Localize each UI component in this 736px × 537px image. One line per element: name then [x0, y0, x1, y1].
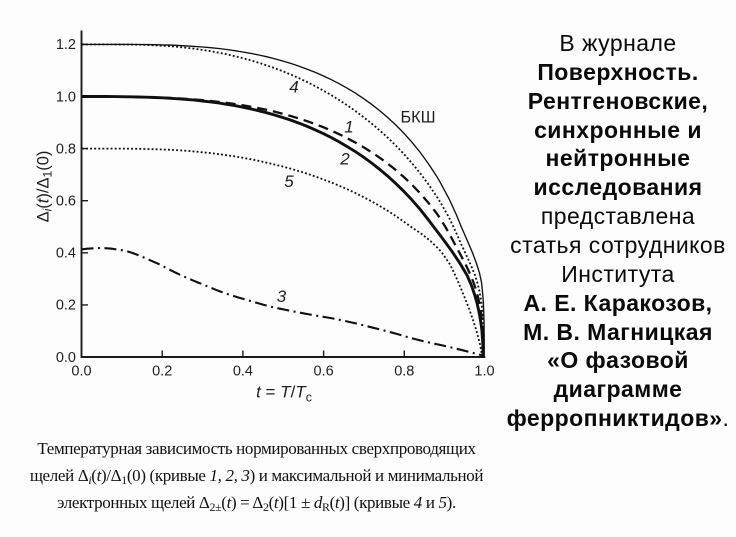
- svg-text:t = T/Tc: t = T/Tc: [256, 383, 312, 405]
- svg-text:0.6: 0.6: [56, 194, 76, 210]
- svg-text:Δi(t)/Δ1(0): Δi(t)/Δ1(0): [35, 151, 55, 223]
- svg-text:0.8: 0.8: [56, 141, 76, 157]
- svg-text:1.0: 1.0: [474, 364, 494, 380]
- svg-text:4: 4: [289, 78, 298, 97]
- svg-text:0.0: 0.0: [71, 364, 91, 380]
- svg-text:1: 1: [344, 118, 353, 137]
- svg-text:2: 2: [339, 150, 350, 169]
- svg-text:0.8: 0.8: [394, 364, 414, 380]
- svg-text:1.0: 1.0: [56, 89, 76, 105]
- svg-text:БКШ: БКШ: [401, 109, 436, 127]
- svg-text:3: 3: [277, 287, 287, 306]
- svg-text:0.4: 0.4: [56, 246, 76, 262]
- svg-text:0.2: 0.2: [152, 364, 172, 380]
- svg-text:5: 5: [284, 172, 294, 191]
- svg-text:0.6: 0.6: [314, 364, 334, 380]
- svg-text:0.2: 0.2: [56, 298, 76, 314]
- svg-text:0.4: 0.4: [233, 364, 253, 380]
- svg-text:0.0: 0.0: [56, 350, 76, 366]
- svg-text:1.2: 1.2: [56, 37, 76, 53]
